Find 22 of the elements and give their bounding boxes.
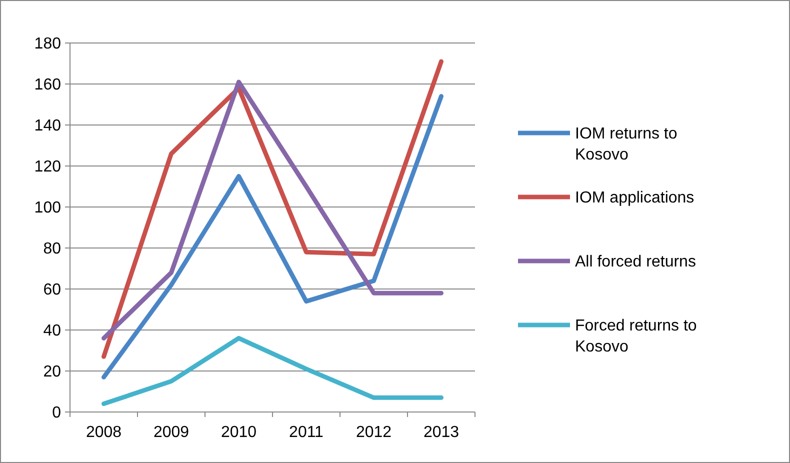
y-tick-label: 40	[43, 322, 62, 340]
line-series	[102, 336, 444, 406]
y-tick-label: 160	[34, 76, 62, 94]
x-tick-label: 2012	[356, 424, 392, 441]
y-tick-label: 20	[43, 364, 62, 381]
y-tick-label: 180	[34, 36, 62, 53]
y-tick-label: 120	[34, 158, 62, 176]
x-tick-label: 2010	[220, 424, 257, 441]
y-tick-label: 100	[34, 200, 62, 217]
y-tick-label: 60	[43, 282, 62, 299]
x-tick-label: 2009	[153, 424, 190, 441]
legend-label: IOM applications	[575, 190, 694, 207]
y-tick-label: 80	[43, 240, 62, 258]
y-tick-label: 0	[52, 404, 62, 422]
x-tick-label: 2008	[86, 424, 122, 441]
legend-label: IOM returns to Kosovo	[575, 126, 678, 164]
x-tick-label: 2013	[423, 424, 460, 441]
x-tick-label: 2011	[289, 424, 324, 441]
legend-label: Forced returns to Kosovo	[575, 318, 697, 356]
line-series	[102, 94, 444, 380]
legend-label: All forced returns	[575, 254, 696, 271]
y-tick-label: 140	[34, 118, 62, 135]
